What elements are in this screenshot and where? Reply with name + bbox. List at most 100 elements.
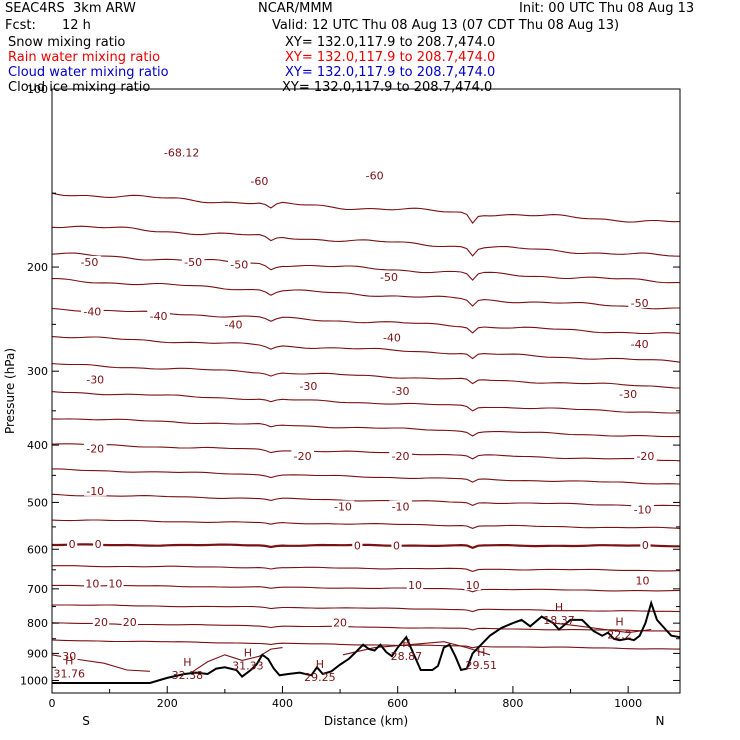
contour-label-mask [92,538,104,550]
maximum-letter: H [244,647,252,660]
contour-label-mask [406,579,424,591]
contour-label-mask [92,615,110,627]
maximum-value: 29.51 [465,659,497,672]
legend-rain-label: Rain water mixing ratio [8,50,161,65]
maximum-letter: H [477,646,485,659]
legend-cloudice-label: Cloud ice mixing ratio [8,80,151,95]
contour-label-mask [628,338,651,350]
x-axis-label: Distance (km) [324,714,408,728]
contour-label-mask [81,305,104,317]
contour-line [51,622,681,632]
contour-label-mask [331,500,355,512]
contour-line [51,493,681,507]
center-label: NCAR/MMM [258,1,333,16]
contour-label-mask [640,538,651,550]
contour-label: -40 [383,331,401,344]
contour-line [51,391,681,414]
contour-label-mask [331,616,349,628]
valid-time: Valid: 12 UTC Thu 08 Aug 13 (07 CDT Thu … [272,18,620,33]
contour-label: 30 [62,650,76,663]
y-tick-label: 100 [27,83,48,96]
contour-label: 10 [636,574,650,587]
contour-label: -60 [250,175,268,188]
contour-line [51,336,681,363]
contour-label: 0 [354,539,361,552]
maximum-value: 22.2 [607,629,632,642]
contour-label: -40 [150,310,168,323]
contour-label: -50 [184,256,202,269]
contour-label-mask [634,574,651,586]
init-time: Init: 00 UTC Thu 08 Aug 13 [519,1,695,16]
contour-label: 0 [393,539,400,552]
contour-line [51,192,681,225]
x-tick-label: 600 [387,697,408,710]
y-axis-label: Pressure (hPa) [3,348,17,434]
contour-line [52,278,680,310]
contour-label-mask [83,484,107,496]
contour-label-mask [61,650,78,662]
contour-line [51,443,681,462]
contour-label: -30 [86,374,104,387]
contour-line [51,604,681,613]
x-tick-label: 800 [502,697,523,710]
contour-label: -30 [392,385,410,398]
contour-label-mask [248,174,271,186]
contour-label-mask [389,500,412,512]
legend-rain-xy: XY= 132.0,117.9 to 208.7,474.0 [285,50,496,65]
experiment-title: SEAC4RS 3km ARW [5,1,136,16]
contour-label-mask [352,539,363,551]
contour-label: -20 [294,450,312,463]
maximum-letter: H [615,616,623,629]
contour-line [192,647,283,672]
contour-label: -50 [80,256,98,269]
contour-label-mask [222,318,245,330]
contour-label: -40 [83,306,101,319]
y-tick-label: 1000 [20,674,48,687]
contour-label: 0 [95,538,102,551]
contour-label-mask [377,271,401,283]
contour-label-mask [84,577,101,589]
contour-label-mask [391,539,402,551]
contour-label-mask [83,373,107,385]
maximum-letter: H [183,656,191,669]
y-tick-label: 200 [27,261,48,274]
contour-label-mask [297,380,320,392]
contour-line [51,418,680,438]
contour-label: -20 [636,450,654,463]
y-tick-label: 800 [27,617,48,630]
legend-cloudice-xy: XY= 132.0,117.9 to 208.7,474.0 [282,80,493,95]
contour-label-mask [634,449,657,461]
contour-line [51,639,680,650]
plot-frame [51,88,681,694]
contour-label-mask [363,169,386,181]
contour-label: 20 [333,617,347,630]
contour-label: -68.12 [164,146,199,159]
contour-line [51,519,681,529]
x-tick-label: 1000 [614,697,642,710]
contour-label: 20 [123,616,137,629]
forecast-hour: 12 h [62,18,91,33]
y-tick-label: 400 [27,439,48,452]
contour-label: -20 [392,450,410,463]
contour-label-mask [389,449,412,461]
contour-line [52,543,680,549]
maximum-value: 28.87 [391,650,423,663]
x-tick-label: 200 [157,697,178,710]
maximum-value: 32.38 [172,669,204,682]
legend-cloudwater-label: Cloud water mixing ratio [8,65,169,80]
south-label: S [82,714,90,728]
maximum-value: 29.25 [304,671,336,684]
maximum-letter: H [65,655,73,668]
contour-label-mask [107,577,124,589]
contour-line [52,584,681,593]
contour-label-mask [464,579,481,591]
contour-label: -30 [299,380,317,393]
contour-line [51,363,681,389]
y-tick-label: 600 [27,543,48,556]
contour-label: -10 [634,504,652,517]
contour-line [52,565,681,572]
north-label: N [656,714,665,728]
contour-label: -50 [631,297,649,310]
